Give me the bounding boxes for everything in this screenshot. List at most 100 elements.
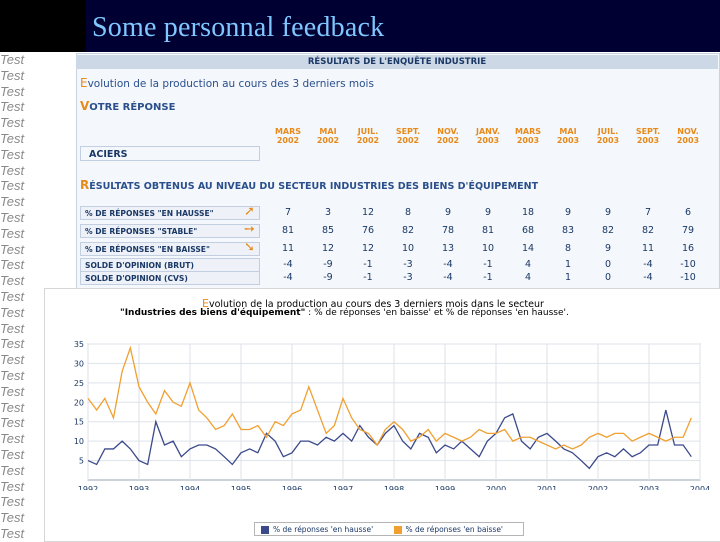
series-line-hausse — [87, 409, 692, 470]
test-watermark: Test — [0, 273, 25, 289]
x-tick-label: 1997 — [333, 485, 353, 490]
result-row-values: -4 -9 -1 -3 -4 -1 4 1 0 -4 -10 — [268, 258, 708, 272]
month-header: SEPT. 2002 — [388, 127, 428, 145]
result-cell: 1 — [564, 259, 572, 270]
month-name: MARS — [514, 127, 542, 136]
month-header: MARS 2003 — [508, 127, 548, 145]
result-cell: 76 — [361, 225, 375, 236]
month-header: MARS 2002 — [268, 127, 308, 145]
result-cell: 85 — [321, 225, 335, 236]
production-line-chart: 5 10 15 20 25 30 35 1992 1993 1994 1995 1996 1997 199… — [74, 340, 710, 490]
month-year: 2003 — [596, 136, 620, 145]
survey-headline: Evolution de la production au cours des … — [80, 76, 374, 90]
x-tick-label: 2002 — [588, 485, 608, 490]
sector-label-aciers: ACIERS — [80, 146, 260, 161]
test-watermark: Test — [0, 225, 25, 241]
result-cell: 9 — [444, 207, 452, 218]
survey-banner: RÉSULTATS DE L'ENQUÊTE INDUSTRIE — [76, 55, 718, 69]
test-watermark: Test — [0, 99, 25, 115]
result-cell: 0 — [604, 259, 612, 270]
month-name: MAI — [319, 127, 337, 136]
result-cell: -1 — [483, 259, 493, 270]
y-tick-label: 10 — [74, 437, 84, 446]
result-cell: 9 — [564, 207, 572, 218]
x-tick-label: 1993 — [129, 485, 149, 490]
test-watermark: Test — [0, 178, 25, 194]
test-watermark: Test — [0, 83, 25, 99]
result-cell: 0 — [604, 272, 612, 283]
month-year: 2002 — [396, 136, 420, 145]
trend-arrow-icon: ➙ — [244, 222, 255, 237]
legend-swatch-baisse — [393, 526, 402, 534]
result-cell: 82 — [401, 225, 415, 236]
test-watermark: Test — [0, 446, 25, 462]
y-tick-label: 20 — [74, 398, 84, 407]
result-cell: -4 — [283, 272, 293, 283]
result-cell: 11 — [281, 243, 295, 254]
legend-swatch-hausse — [261, 526, 269, 534]
test-watermark: Test — [0, 194, 25, 210]
headline-text: volution de la production au cours des 3… — [87, 78, 374, 90]
chart-title-suffix: : % de réponses 'en baisse' et % de répo… — [305, 308, 569, 318]
chart-title-line2: "Industries des biens d'équipement" : % … — [120, 308, 569, 318]
month-name: NOV. — [437, 127, 459, 136]
your-response-text: OTRE RÉPONSE — [89, 102, 176, 113]
result-cell: 82 — [601, 225, 615, 236]
test-watermark: Test — [0, 352, 25, 368]
test-watermark: Test — [0, 52, 25, 67]
test-watermark: Test — [0, 478, 25, 494]
result-cell: -9 — [323, 272, 333, 283]
chart-title-initial: E — [202, 297, 209, 310]
result-row-values: 11 12 12 10 13 10 14 8 9 11 16 — [268, 242, 708, 256]
result-cell: 4 — [524, 259, 532, 270]
month-header: SEPT. 2003 — [628, 127, 668, 145]
test-watermark: Test — [0, 336, 25, 352]
month-name: JUIL. — [597, 127, 619, 136]
result-cell: 6 — [684, 207, 692, 218]
result-cell: 1 — [564, 272, 572, 283]
test-watermark: Test — [0, 462, 25, 478]
month-name: JANV. — [475, 127, 501, 136]
month-name: MAI — [559, 127, 577, 136]
x-tick-label: 1995 — [231, 485, 251, 490]
your-response-initial: V — [80, 99, 90, 113]
result-cell: 68 — [521, 225, 535, 236]
test-watermark: Test — [0, 67, 25, 83]
test-watermark: Test — [0, 320, 25, 336]
title-background — [86, 0, 720, 52]
y-tick-label: 5 — [79, 457, 84, 466]
test-watermark-column: Test Test Test Test Test Test Test Test Test Test… — [0, 52, 40, 540]
result-cell: 14 — [521, 243, 535, 254]
y-tick-label: 15 — [74, 418, 84, 427]
result-row-label: % DE RÉPONSES "EN HAUSSE" — [80, 206, 260, 220]
result-row-label: % DE RÉPONSES "EN BAISSE" — [80, 242, 260, 256]
chart-legend: % de réponses 'en hausse' % de réponses … — [254, 522, 524, 536]
result-cell: 9 — [604, 207, 612, 218]
test-watermark: Test — [0, 115, 25, 131]
result-cell: -4 — [643, 272, 653, 283]
month-name: JUIL. — [357, 127, 379, 136]
result-cell: 78 — [441, 225, 455, 236]
test-watermark: Test — [0, 415, 25, 431]
result-row-values: 7 3 12 8 9 9 18 9 9 7 6 — [268, 206, 708, 220]
month-header: JUIL. 2003 — [588, 127, 628, 145]
result-cell: 83 — [561, 225, 575, 236]
month-header: JANV. 2003 — [468, 127, 508, 145]
month-year: 2002 — [356, 136, 380, 145]
month-year: 2002 — [436, 136, 460, 145]
month-name: MARS — [274, 127, 302, 136]
title-bar: Some personnal feedback — [0, 0, 720, 52]
result-cell: 10 — [401, 243, 415, 254]
result-cell: -4 — [283, 259, 293, 270]
month-name: SEPT. — [395, 127, 421, 136]
result-cell: 4 — [524, 272, 532, 283]
result-cell: 81 — [281, 225, 295, 236]
y-tick-label: 35 — [74, 340, 84, 349]
test-watermark: Test — [0, 241, 25, 257]
chart-title-line1: Evolution de la production au cours des … — [202, 297, 544, 310]
test-watermark: Test — [0, 367, 25, 383]
month-year: 2003 — [676, 136, 700, 145]
result-cell: 9 — [484, 207, 492, 218]
result-cell: 79 — [681, 225, 695, 236]
result-row-label: % DE RÉPONSES "STABLE" — [80, 224, 260, 238]
